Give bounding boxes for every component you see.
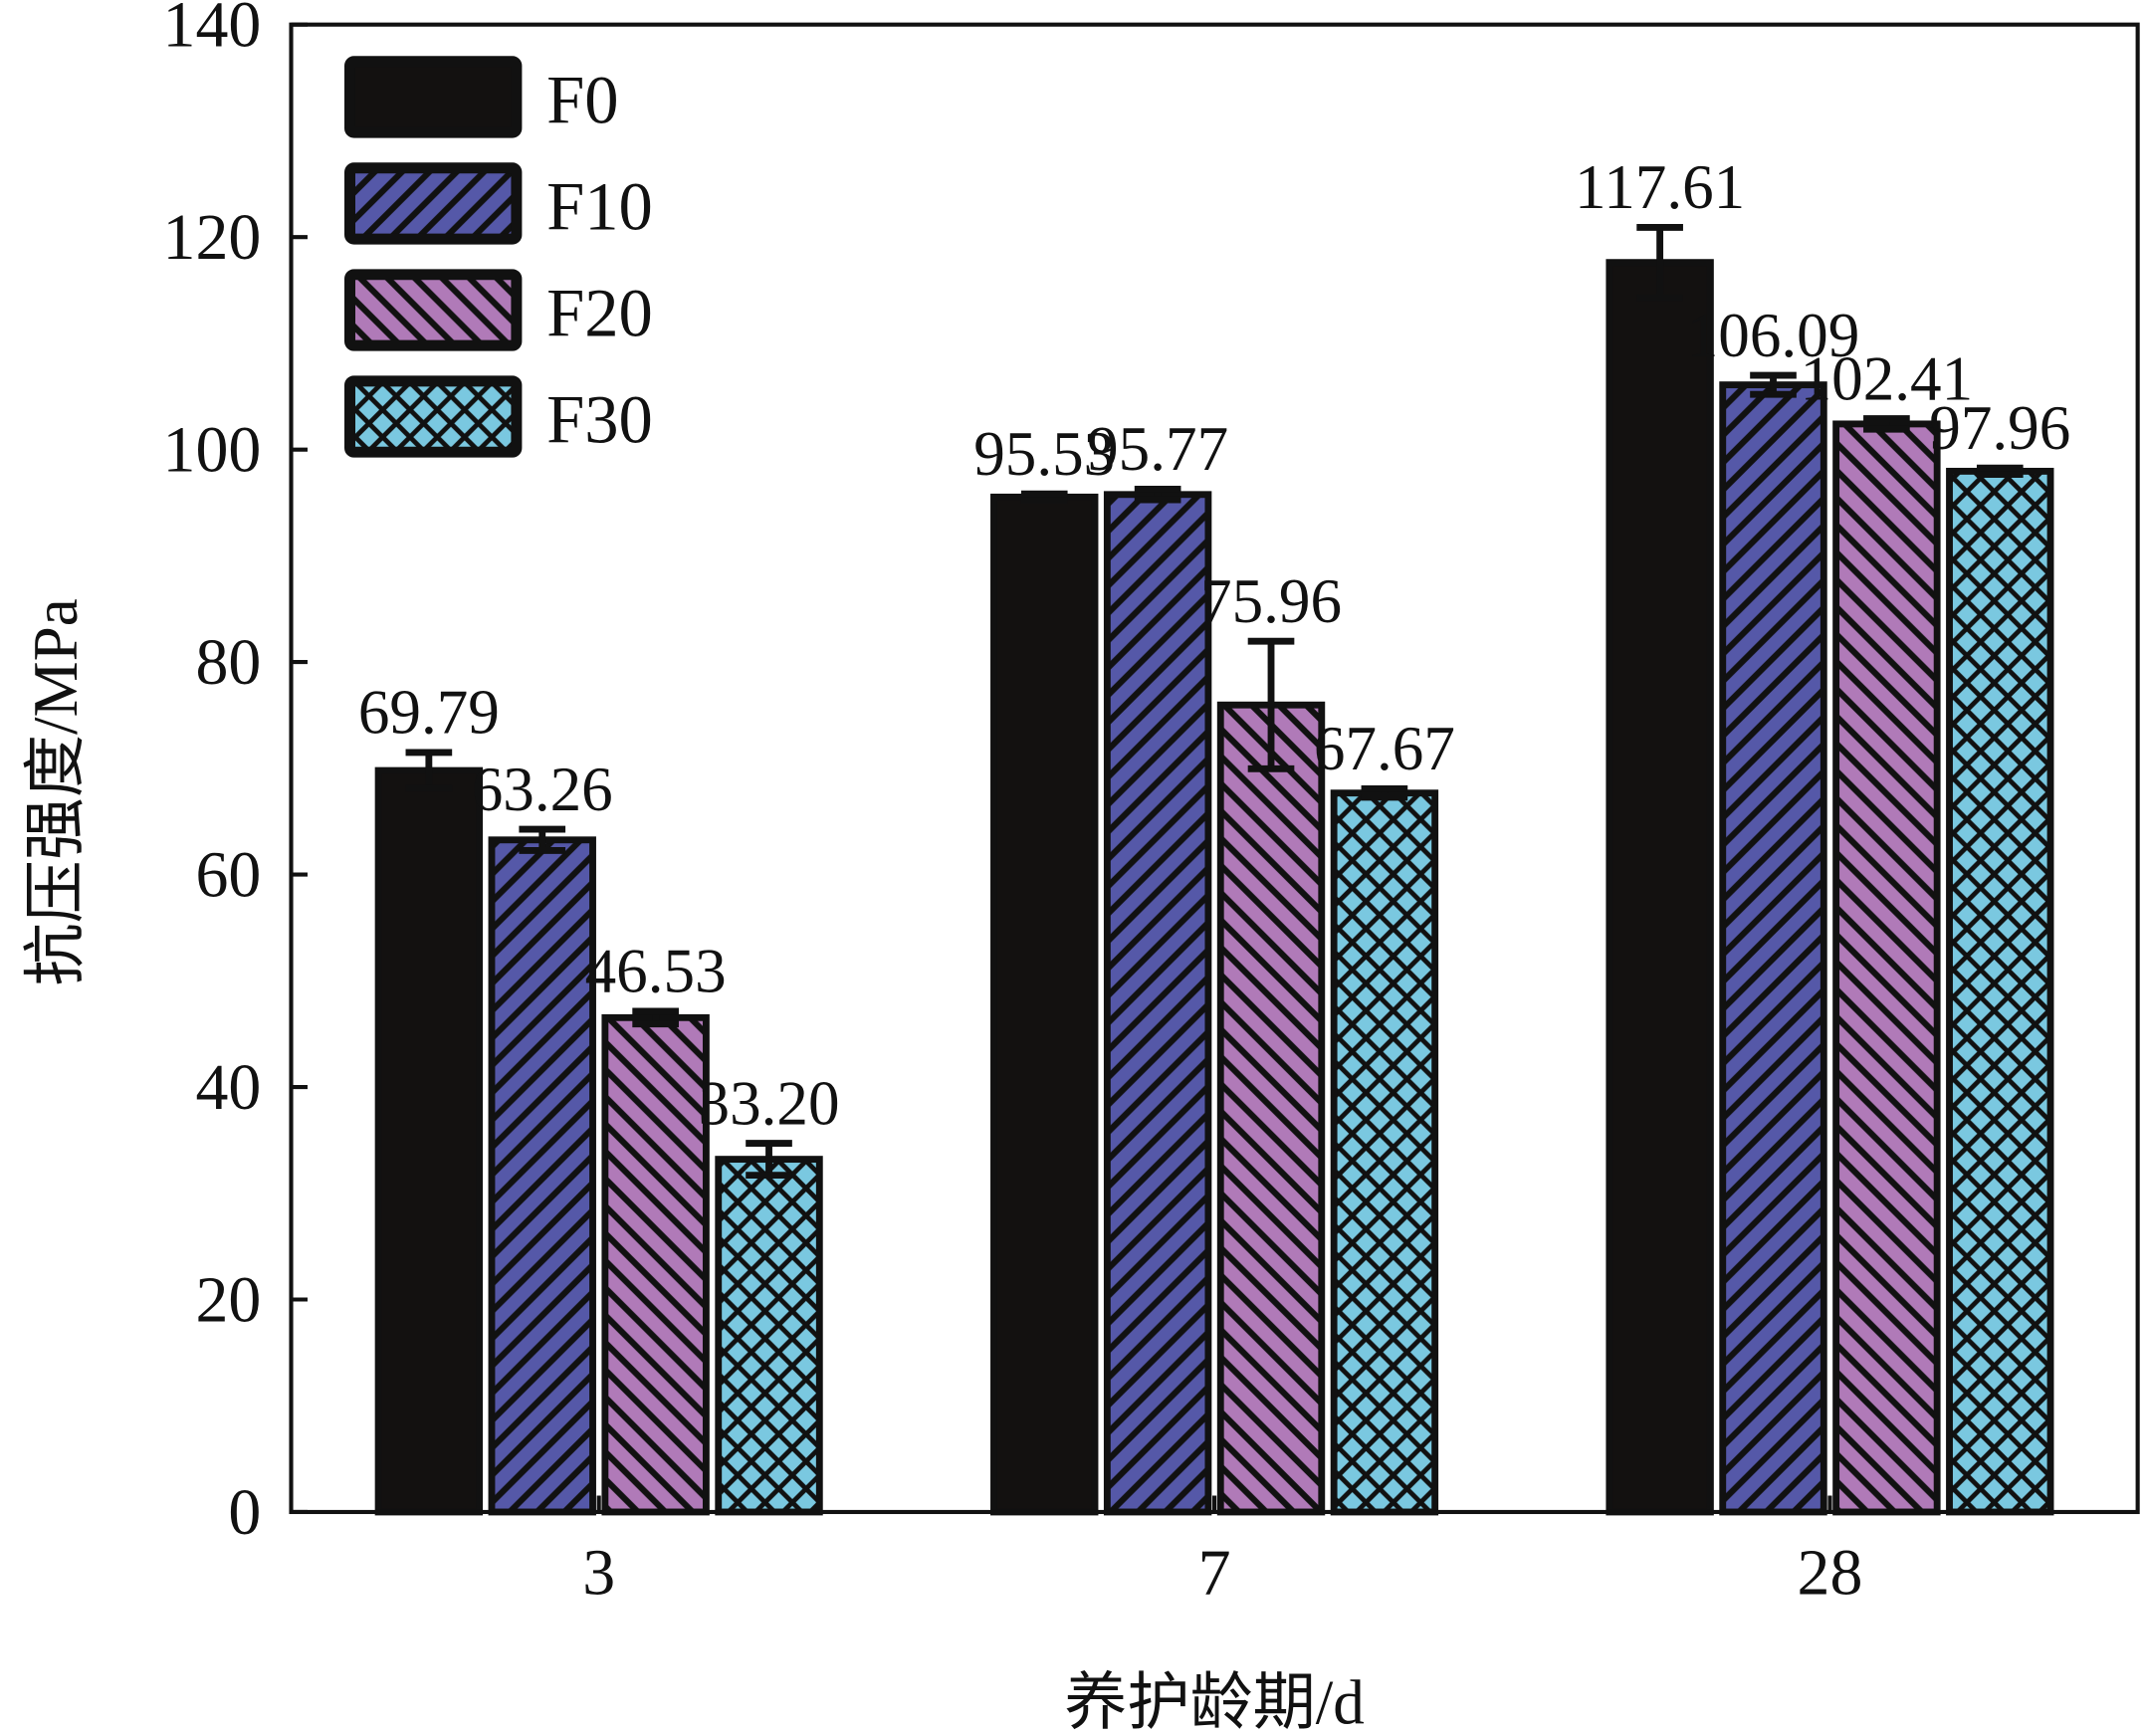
data-label: 97.96: [1929, 393, 2070, 463]
bar-group-F30-7: 67.67: [1314, 714, 1455, 1516]
legend-item-F0: F0: [344, 56, 619, 138]
legend: F0 F10 F20 F30: [344, 56, 653, 458]
y-tick-label: 80: [195, 626, 261, 699]
error-bar: [405, 749, 453, 792]
data-label: 33.20: [699, 1068, 840, 1138]
error-bar: [1361, 785, 1408, 801]
error-bar: [1020, 490, 1068, 504]
x-tick-label: 28: [1798, 1536, 1863, 1609]
y-tick-label: 40: [195, 1051, 261, 1124]
bar-group-F20-28: 102.41: [1801, 343, 1974, 1516]
axes-layer: 0 20 40 60 80 100 120 140 3 7 28: [163, 0, 2140, 1609]
y-tick-label: 0: [228, 1476, 261, 1549]
legend-item-F30: F30: [344, 375, 653, 458]
data-label: 106.09: [1687, 301, 1860, 370]
legend-label: F0: [546, 62, 618, 137]
bar-F0-day3: [374, 766, 484, 1516]
legend-swatch: [344, 56, 523, 138]
data-label: 67.67: [1314, 714, 1455, 783]
data-label: 95.53: [973, 419, 1115, 489]
error-bar: [1636, 224, 1683, 302]
bar-group-F20-3: 46.53: [585, 937, 727, 1516]
data-label: 69.79: [358, 678, 500, 748]
bar-F30-day7: [1330, 789, 1439, 1516]
bar-F0-day7: [990, 493, 1099, 1516]
y-tick-label: 60: [195, 839, 261, 912]
y-tick-label: 140: [163, 0, 262, 62]
error-bar: [1247, 637, 1295, 772]
error-bar: [519, 825, 566, 854]
data-label: 102.41: [1801, 343, 1974, 413]
legend-item-F10: F10: [344, 162, 653, 245]
bar-F30-day28: [1946, 467, 2054, 1516]
legend-swatch: [344, 162, 523, 245]
error-bar: [746, 1140, 792, 1180]
x-axis-label: 养护龄期/d: [1064, 1668, 1365, 1736]
legend-label: F20: [546, 276, 653, 351]
bar-F20-day7: [1216, 701, 1326, 1516]
error-bar: [1134, 486, 1181, 504]
bar-F0-day28: [1606, 259, 1714, 1516]
error-bar: [1863, 415, 1910, 433]
error-bar: [1750, 371, 1797, 398]
bar-group-F10-3: 63.26: [472, 755, 613, 1516]
y-tick-label: 20: [195, 1263, 261, 1336]
bar-F10-day3: [488, 836, 596, 1516]
y-axis-label: 抗压强度/MPa: [21, 598, 91, 985]
data-label: 117.61: [1575, 152, 1745, 222]
bar-group-F30-28: 97.96: [1929, 393, 2070, 1516]
legend-item-F20: F20: [344, 269, 653, 351]
error-bar: [632, 1007, 679, 1028]
legend-swatch: [344, 375, 523, 458]
legend-swatch: [344, 269, 523, 351]
legend-label: F10: [546, 169, 653, 245]
bar-F20-day3: [601, 1013, 710, 1516]
x-tick-label: 7: [1198, 1536, 1231, 1609]
bar-F30-day3: [715, 1156, 823, 1516]
data-label: 46.53: [585, 937, 727, 1006]
y-tick-label: 120: [163, 201, 262, 274]
legend-label: F30: [546, 382, 653, 458]
bar-F10-day28: [1719, 381, 1827, 1516]
data-label: 63.26: [472, 755, 613, 824]
y-tick-label: 100: [163, 414, 262, 487]
error-bar: [1976, 464, 2024, 479]
data-label: 75.96: [1200, 566, 1342, 636]
bar-group-F0-3: 69.79: [358, 678, 500, 1516]
bar-group-F20-7: 75.96: [1200, 566, 1342, 1516]
data-label: 95.77: [1087, 414, 1228, 484]
bar-F20-day28: [1832, 420, 1941, 1516]
bar-F10-day7: [1103, 491, 1212, 1516]
x-tick-label: 3: [582, 1536, 615, 1609]
bar-group-F0-7: 95.53: [973, 419, 1115, 1516]
bar-group-F30-3: 33.20: [699, 1068, 840, 1516]
